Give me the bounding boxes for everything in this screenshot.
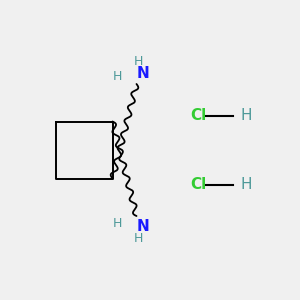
Text: N: N xyxy=(136,66,149,81)
Text: H: H xyxy=(133,232,143,245)
Text: H: H xyxy=(240,177,251,192)
Text: H: H xyxy=(112,70,122,83)
Text: H: H xyxy=(112,217,122,230)
Text: H: H xyxy=(240,108,251,123)
Text: Cl: Cl xyxy=(190,177,207,192)
Text: N: N xyxy=(136,219,149,234)
Text: H: H xyxy=(133,55,143,68)
Text: Cl: Cl xyxy=(190,108,207,123)
